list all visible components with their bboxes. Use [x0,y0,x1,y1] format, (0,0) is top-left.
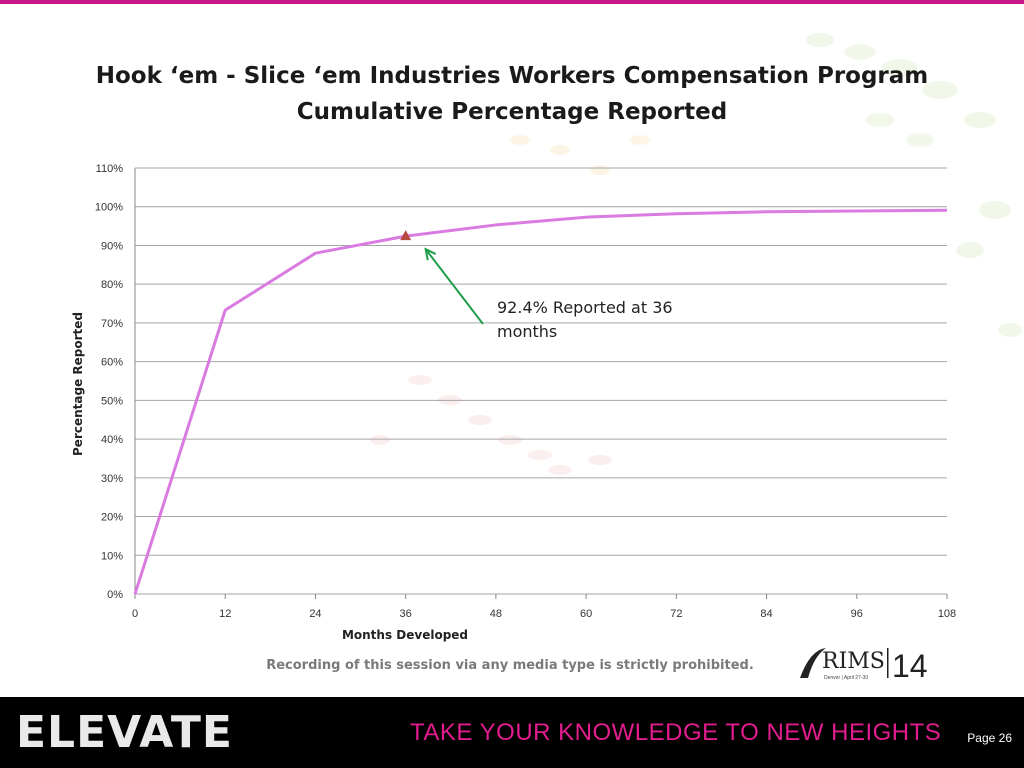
highlight-marker-36-months [400,230,412,241]
y-tick-label: 40% [101,434,123,446]
slide-title: Hook ‘em - Slice ‘em Industries Workers … [0,58,1024,130]
y-tick-label: 60% [101,357,123,369]
recording-notice: Recording of this session via any media … [266,658,754,673]
y-tick-label: 0% [107,589,123,601]
x-tick-label: 72 [670,608,682,620]
svg-text:RIMS: RIMS [822,649,885,674]
x-axis-title: Months Developed [342,628,468,642]
y-tick-label: 70% [101,318,123,330]
y-tick-label: 10% [101,550,123,562]
y-tick-label: 30% [101,473,123,485]
elevate-logo: ELEVATE [16,707,233,758]
svg-text:14: 14 [892,648,928,684]
annotation-text-line-2: months [497,322,557,341]
x-tick-label: 24 [309,608,321,620]
y-tick-label: 110% [96,163,124,175]
y-tick-label: 80% [101,279,123,291]
slide-title-line-2: Cumulative Percentage Reported [296,99,728,125]
x-tick-label: 48 [490,608,502,620]
x-tick-label: 96 [851,608,863,620]
x-tick-label: 0 [132,608,138,620]
top-accent-rule [0,0,1024,4]
slide-title-line-1: Hook ‘em - Slice ‘em Industries Workers … [95,63,929,89]
annotation-text-line-1: 92.4% Reported at 36 [497,298,673,317]
y-axis-title: Percentage Reported [71,312,85,456]
cumulative-percentage-chart: 0% 10% 20% 30% 40% 50% 60% 70% 80% 90% 100% 110% 0 12… [71,163,956,642]
x-tick-label: 60 [580,608,592,620]
svg-text:Denver | April 27-30: Denver | April 27-30 [824,675,868,681]
background-dot-pattern [370,33,1022,475]
x-tick-label: 84 [760,608,772,620]
y-tick-label: 100% [95,202,123,214]
footer-banner: ELEVATE TAKE YOUR KNOWLEDGE TO NEW HEIGH… [0,697,1024,768]
footer-tagline: TAKE YOUR KNOWLEDGE TO NEW HEIGHTS [410,719,942,746]
page-number: Page 26 [967,731,1012,745]
annotation-arrow-shaft [424,248,484,325]
x-tick-label: 36 [400,608,412,620]
x-tick-label: 12 [219,608,231,620]
rims-14-logo: RIMS 14 Denver | April 27-30 [800,648,928,684]
y-tick-label: 90% [101,240,123,252]
y-tick-label: 50% [101,395,123,407]
series-line-cumulative-reported [133,208,948,595]
y-tick-label: 20% [101,512,123,524]
annotation-arrow-head [424,247,437,261]
x-tick-label: 108 [938,608,956,620]
